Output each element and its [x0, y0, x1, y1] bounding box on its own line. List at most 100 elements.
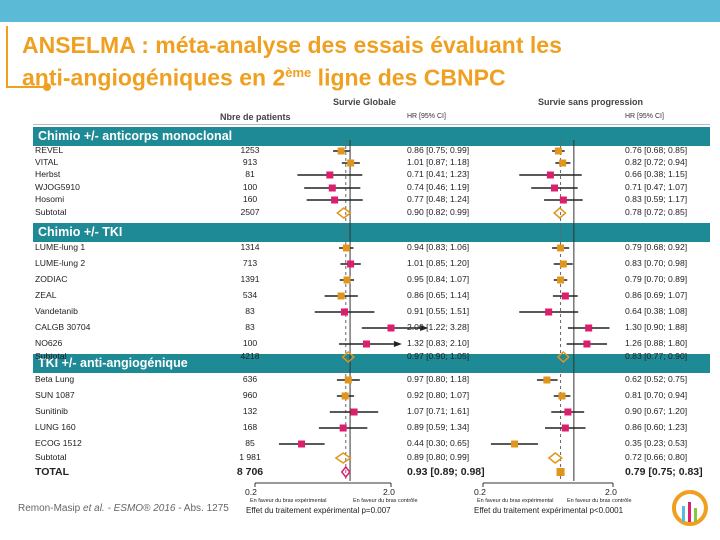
row-hr-os: 0.86 [0.75; 0.99] [407, 145, 470, 155]
row-n: 1391 [240, 274, 260, 284]
citation-meeting: et al. - ESMO® 2016 [83, 503, 176, 514]
pfs-point-marker [543, 376, 551, 384]
row-hr-pfs: 0.76 [0.68; 0.85] [625, 145, 688, 155]
slide-title: ANSELMA : méta-analyse des essais évalua… [22, 32, 712, 92]
row-n: 168 [242, 422, 258, 432]
pfs-subtotal-diamond [556, 350, 570, 364]
os-point-marker [344, 376, 352, 384]
row-hr-os: 0.95 [0.84; 1.07] [407, 274, 470, 284]
row-hr-pfs: 0.66 [0.38; 1.15] [625, 169, 688, 179]
section-header-1: Chimio +/- anticorps monoclonal [33, 127, 710, 146]
row-hr-pfs: 0.83 [0.59; 1.17] [625, 194, 688, 204]
row-label: LUNG 160 [35, 422, 76, 432]
os-point-marker [298, 440, 306, 448]
row-n: 8 706 [236, 466, 264, 478]
os-ci-arrow [420, 325, 429, 331]
row-n: 160 [242, 194, 258, 204]
pfs-favor-right: En faveur du bras contrôle [567, 498, 632, 504]
row-hr-pfs: 0.82 [0.72; 0.94] [625, 157, 688, 167]
pfs-point-marker [559, 260, 567, 268]
row-n: 83 [245, 322, 255, 332]
pfs-point-marker [559, 159, 567, 167]
row-label: Subtotal [35, 207, 67, 217]
row-hr-os: 0.94 [0.83; 1.06] [407, 242, 470, 252]
row-n: 636 [242, 374, 258, 384]
pfs-favor-left: En faveur du bras expérimental [477, 498, 554, 504]
row-hr-os: 0.89 [0.59; 1.34] [407, 422, 470, 432]
section-header-2: Chimio +/- TKI [33, 223, 710, 242]
row-hr-pfs: 0.83 [0.70; 0.98] [625, 258, 688, 268]
row-n: 4218 [240, 351, 260, 361]
os-point-marker [328, 184, 336, 192]
row-n: 1314 [240, 242, 260, 252]
row-n: 100 [242, 182, 258, 192]
pfs-effect: Effet du traitement expérimental p<0.000… [474, 506, 624, 515]
row-hr-os: 0.97 [0.80; 1.18] [407, 374, 470, 384]
os-point-marker [350, 408, 358, 416]
row-label: Subtotal [35, 351, 67, 361]
row-label: LUME-lung 2 [35, 258, 86, 268]
pfs-axis-tick-max: 2.0 [605, 487, 617, 497]
title-line-2-b: ligne des CBNPC [311, 64, 506, 91]
pfs-point-marker [546, 171, 554, 179]
row-label: Sunitinib [35, 406, 68, 416]
row-label: TOTAL [35, 466, 70, 478]
pfs-point-marker [558, 392, 566, 400]
pfs-point-marker [511, 440, 519, 448]
citation: Remon-Masip et al. - ESMO® 2016 - Abs. 1… [18, 503, 229, 514]
row-n: 2507 [240, 207, 260, 217]
row-label: Vandetanib [35, 306, 78, 316]
row-label: Subtotal [35, 452, 67, 462]
os-point-marker [337, 292, 345, 300]
os-point-marker [340, 308, 348, 316]
os-point-marker [331, 196, 339, 204]
row-hr-os: 1.32 [0.83; 2.10] [407, 338, 470, 348]
pfs-axis-tick-min: 0.2 [474, 487, 486, 497]
row-hr-os: 1.01 [0.85; 1.20] [407, 258, 470, 268]
title-sup: ème [285, 65, 312, 80]
pfs-subtotal-diamond [553, 207, 567, 219]
pfs-subtotal-diamond [547, 452, 563, 464]
header-n: Nbre de patients [220, 112, 291, 122]
os-point-marker [347, 260, 355, 268]
row-hr-os: 0.77 [0.48; 1.24] [407, 194, 470, 204]
logo-icon [671, 490, 708, 526]
os-point-marker [337, 147, 345, 155]
os-total-diamond [340, 465, 351, 479]
section-header-3: TKI +/- anti-angiogénique [33, 354, 710, 373]
os-favor-left: En faveur du bras expérimental [250, 498, 327, 504]
row-hr-os: 0.90 [0.82; 0.99] [407, 207, 470, 217]
row-n: 83 [245, 306, 255, 316]
row-hr-pfs: 0.86 [0.60; 1.23] [625, 422, 688, 432]
row-label: WJOG5910 [35, 182, 80, 192]
row-hr-pfs: 1.30 [0.90; 1.88] [625, 322, 688, 332]
row-hr-os: 0.74 [0.46; 1.19] [407, 182, 470, 192]
row-hr-os: 2.00 [1.22; 3.28] [407, 322, 470, 332]
header-separator [33, 124, 710, 125]
pfs-point-marker [564, 408, 572, 416]
os-point-marker [341, 392, 349, 400]
row-hr-os: 0.97 [0.90; 1.05] [407, 351, 470, 361]
top-bar [0, 0, 720, 22]
row-hr-pfs: 0.62 [0.52; 0.75] [625, 374, 688, 384]
row-label: LUME-lung 1 [35, 242, 86, 252]
row-hr-os: 0.93 [0.89; 0.98] [407, 466, 485, 478]
pfs-point-marker [583, 340, 591, 348]
row-n: 1 981 [239, 452, 261, 462]
os-axis-tick-max: 2.0 [383, 487, 395, 497]
row-n: 913 [242, 157, 258, 167]
row-hr-os: 1.01 [0.87; 1.18] [407, 157, 470, 167]
row-label: ZODIAC [35, 274, 68, 284]
os-effect: Effet du traitement expérimental p=0.007 [246, 506, 391, 515]
os-subtotal-diamond [341, 350, 355, 364]
os-point-marker [342, 244, 350, 252]
row-hr-os: 0.44 [0.30; 0.65] [407, 438, 470, 448]
os-point-marker [347, 159, 355, 167]
row-n: 960 [242, 390, 258, 400]
os-point-marker [387, 324, 395, 332]
pfs-point-marker [561, 424, 569, 432]
row-label: ZEAL [35, 290, 57, 300]
row-n: 81 [245, 169, 255, 179]
row-hr-pfs: 0.81 [0.70; 0.94] [625, 390, 688, 400]
row-label: ECOG 1512 [35, 438, 82, 448]
